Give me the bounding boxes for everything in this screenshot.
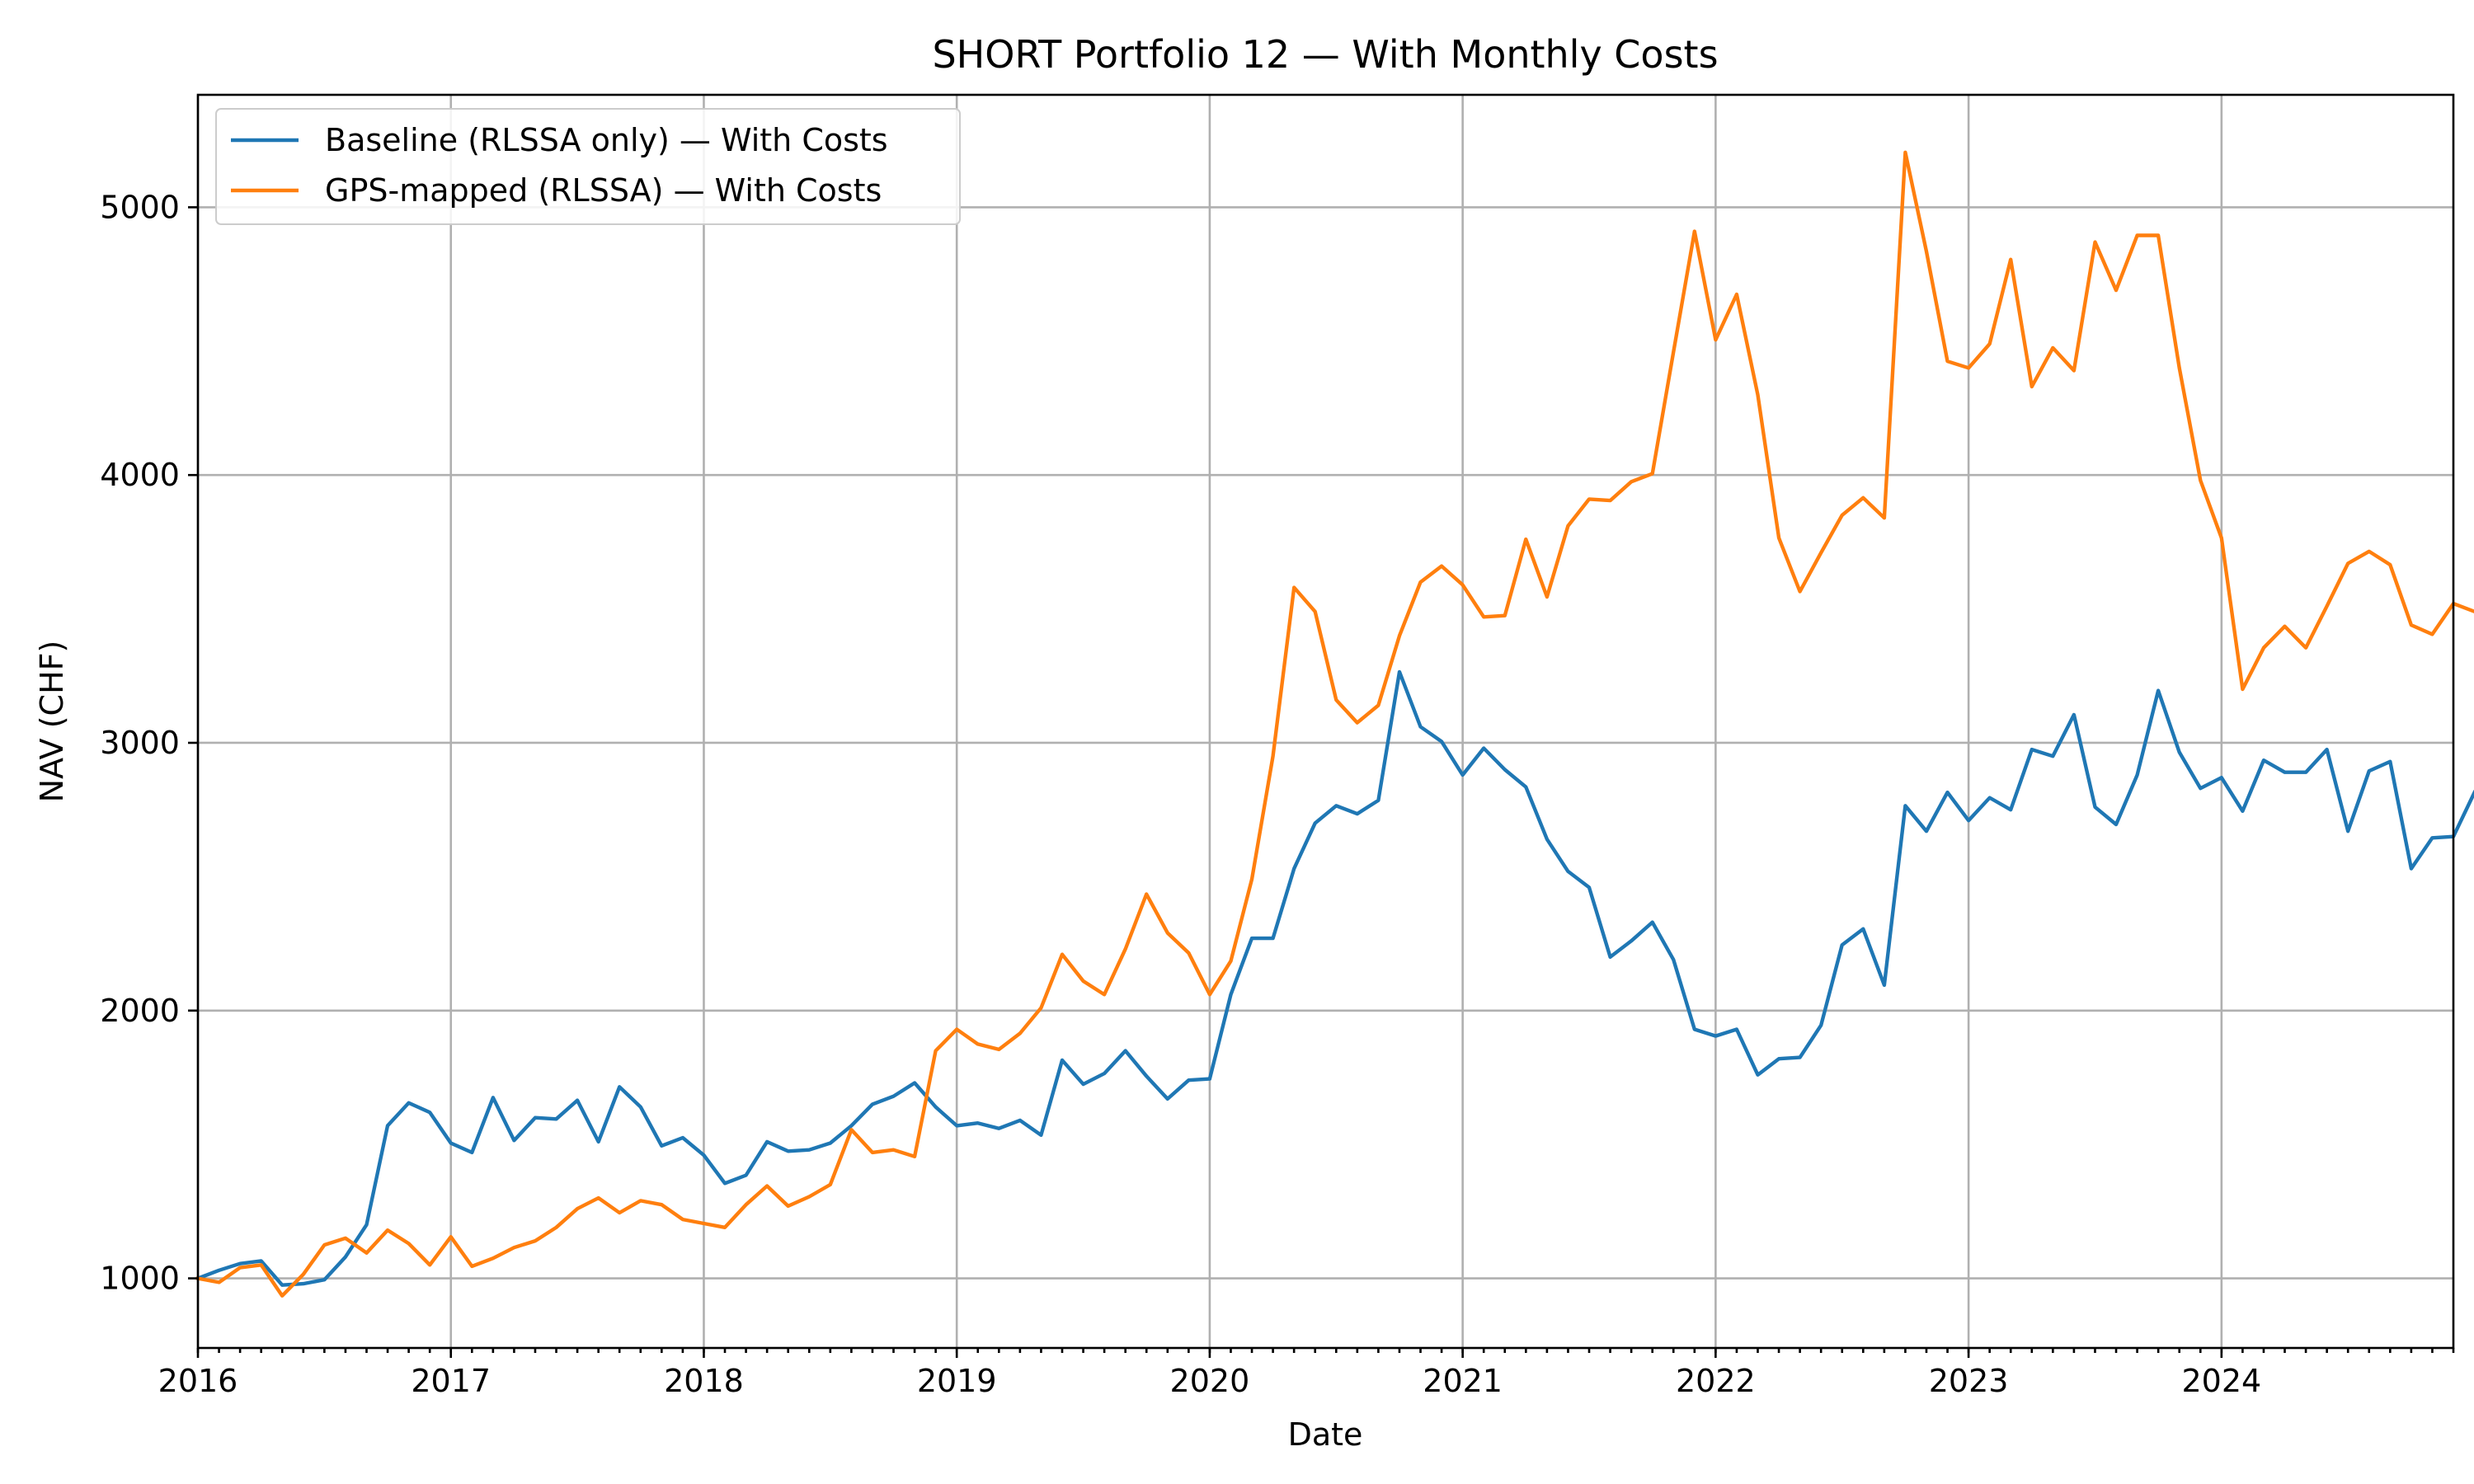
plot-frame <box>196 93 2455 1350</box>
grid <box>196 95 2453 1348</box>
series-lines <box>195 150 2474 1298</box>
legend-label-baseline: Baseline (RLSSA only) — With Costs <box>325 122 888 158</box>
x-tick-label-2020: 2020 <box>1170 1363 1250 1399</box>
legend: Baseline (RLSSA only) — With Costs GPS-m… <box>215 108 961 225</box>
x-tick-label-2022: 2022 <box>1676 1363 1756 1399</box>
x-tick-label-2021: 2021 <box>1423 1363 1503 1399</box>
axis-ticks: 2016 2017 2018 2019 2020 2021 2022 2023 2024 1000… <box>100 189 2455 1399</box>
x-tick-label-2017: 2017 <box>411 1363 491 1399</box>
y-tick-label-2000: 2000 <box>100 993 180 1029</box>
series-line-baseline <box>195 669 2474 1287</box>
x-tick-label-2023: 2023 <box>1929 1363 2009 1399</box>
y-tick-label-4000: 4000 <box>100 457 180 493</box>
y-tick-label-3000: 3000 <box>100 725 180 761</box>
x-tick-label-2018: 2018 <box>664 1363 744 1399</box>
y-axis-label: NAV (CHF) <box>34 641 70 803</box>
y-tick-label-1000: 1000 <box>100 1261 180 1297</box>
x-tick-label-2024: 2024 <box>2181 1363 2261 1399</box>
x-tick-label-2016: 2016 <box>158 1363 238 1399</box>
x-tick-label-2019: 2019 <box>917 1363 997 1399</box>
legend-label-gps-mapped: GPS-mapped (RLSSA) — With Costs <box>325 172 882 209</box>
chart-title: SHORT Portfolio 12 — With Monthly Costs <box>932 32 1718 77</box>
series-line-gps-mapped <box>195 150 2474 1298</box>
x-axis-label: Date <box>1288 1416 1363 1453</box>
y-tick-label-5000: 5000 <box>100 189 180 225</box>
legend-box <box>215 108 961 225</box>
